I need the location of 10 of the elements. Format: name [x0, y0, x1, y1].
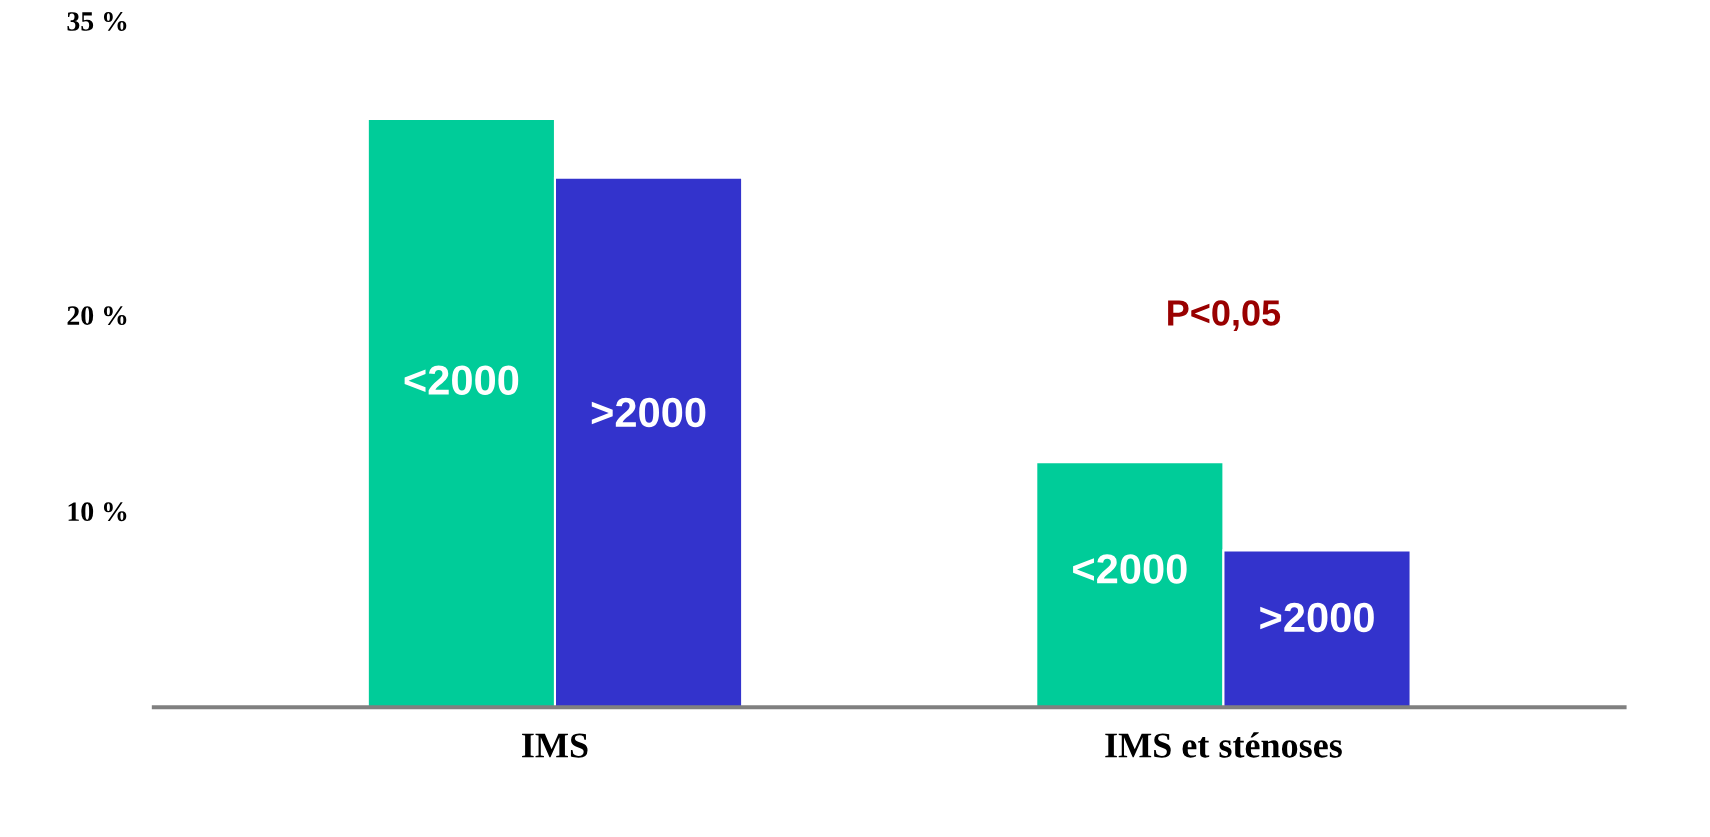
y-tick-label: 20 %	[67, 306, 127, 326]
series-label: <2000	[404, 365, 519, 395]
x-tick-label: IMS	[522, 733, 588, 758]
text: >2000	[591, 397, 706, 428]
y-tick-label: 10 %	[68, 502, 127, 522]
text: <2000	[1073, 554, 1187, 584]
annotation: P<0,05	[1168, 300, 1281, 331]
series-label: >2000	[1260, 602, 1374, 633]
x-tick-label: IMS et sténoses	[1105, 732, 1342, 758]
y-tick-label: 35 %	[67, 12, 127, 31]
